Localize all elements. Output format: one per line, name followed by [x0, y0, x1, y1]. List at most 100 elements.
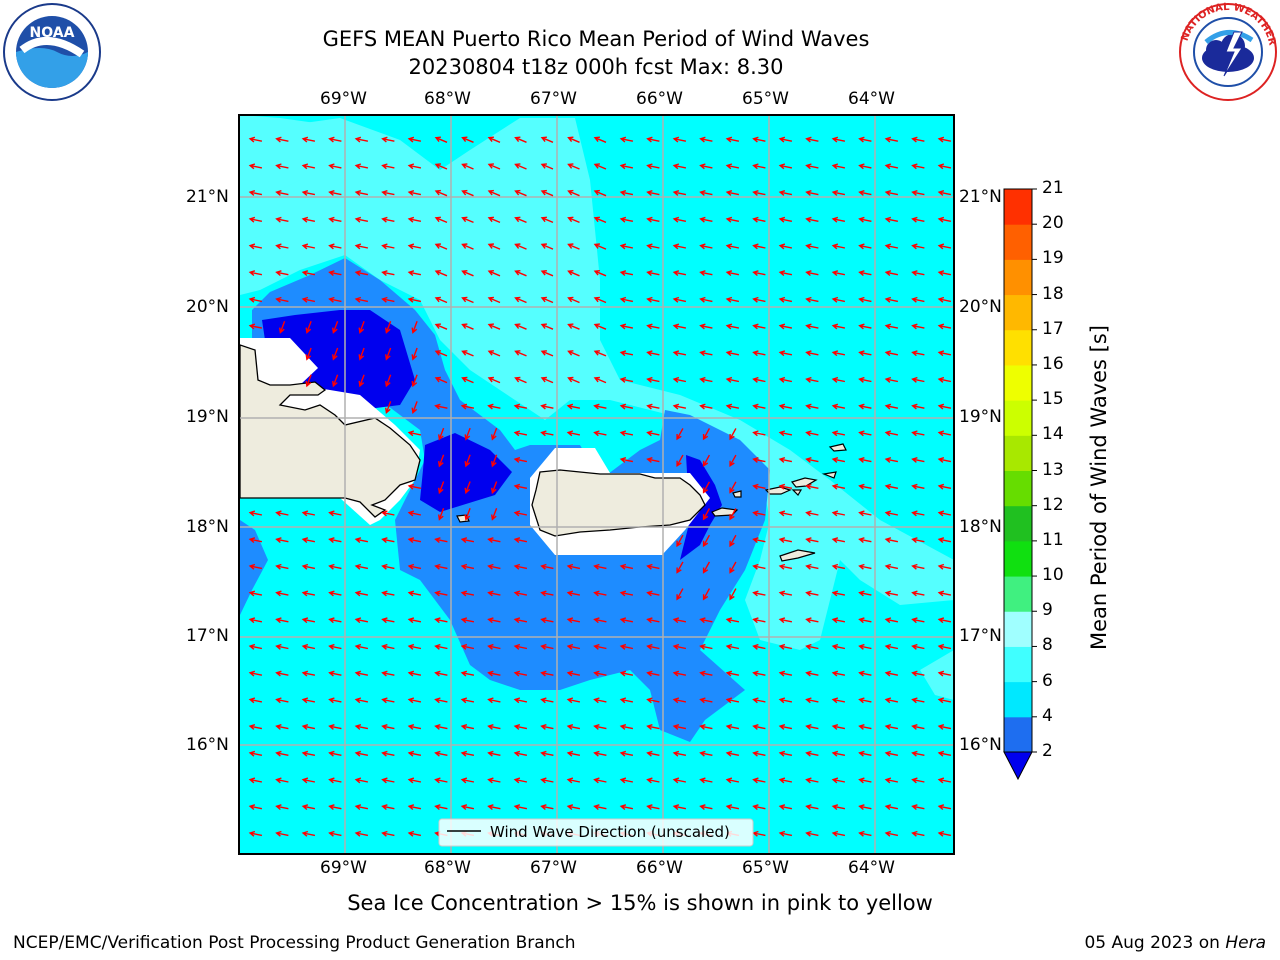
wind-wave-arrow: [438, 507, 445, 521]
wind-wave-arrow: [461, 296, 474, 304]
wind-wave-arrow: [275, 590, 289, 597]
wind-wave-arrow: [567, 243, 580, 250]
colorbar-segment: [1004, 189, 1032, 225]
wind-wave-arrow: [593, 296, 607, 304]
wind-wave-arrow: [248, 510, 263, 517]
wind-wave-arrow: [381, 243, 395, 250]
wind-wave-arrow: [248, 216, 263, 223]
wind-wave-arrow: [752, 216, 766, 223]
wind-wave-arrow: [725, 670, 740, 677]
wind-wave-arrow: [438, 454, 445, 468]
wind-wave-arrow: [566, 590, 581, 597]
wind-wave-arrow: [275, 510, 289, 517]
wind-wave-arrow: [328, 296, 342, 303]
wind-wave-arrow: [619, 376, 634, 383]
wind-wave-arrow: [805, 216, 819, 223]
wind-wave-arrow: [646, 136, 660, 143]
wind-wave-arrow: [831, 243, 846, 250]
wind-wave-arrow: [831, 323, 846, 330]
wind-wave-arrow: [407, 724, 422, 730]
wind-wave-arrow: [593, 376, 607, 384]
wind-wave-arrow: [540, 670, 554, 677]
wind-wave-arrow: [513, 510, 528, 517]
wind-wave-arrow: [778, 243, 793, 250]
wind-wave-arrow: [381, 163, 395, 170]
colorbar-tick-label: 10: [1042, 565, 1064, 586]
wind-wave-arrow: [275, 296, 289, 303]
wind-wave-arrow: [566, 804, 581, 811]
wind-wave-arrow: [699, 136, 713, 143]
wind-wave-arrow: [460, 750, 475, 757]
wind-wave-arrow: [646, 590, 660, 597]
wind-wave-arrow: [937, 510, 952, 517]
wind-wave-arrow: [407, 270, 422, 277]
wind-wave-arrow: [831, 430, 846, 437]
wind-wave-arrow: [567, 350, 580, 357]
wind-wave-arrow: [831, 296, 846, 303]
wind-wave-arrow: [778, 670, 793, 677]
wind-wave-arrow: [646, 697, 660, 704]
wind-wave-arrow: [354, 697, 369, 704]
wind-wave-arrow: [778, 590, 793, 597]
wind-wave-arrow: [407, 590, 422, 597]
wind-wave-arrow: [540, 617, 554, 624]
wind-wave-arrow: [805, 136, 819, 143]
wind-wave-arrow: [514, 296, 527, 304]
wind-wave-arrow: [434, 750, 448, 757]
lat-label-left-17n: 17°N: [186, 626, 229, 646]
wind-wave-arrow: [672, 643, 687, 650]
wind-wave-arrow: [805, 777, 819, 784]
lon-label-top-68w: 68°W: [424, 89, 471, 109]
wind-wave-arrow: [354, 830, 369, 837]
wind-wave-arrow: [461, 136, 474, 143]
wind-wave-arrow: [540, 750, 554, 757]
wind-wave-arrow: [354, 270, 369, 277]
wind-wave-arrow: [831, 136, 846, 143]
wind-wave-arrow: [434, 403, 448, 410]
wind-wave-arrow: [407, 670, 422, 677]
wind-wave-arrow: [328, 697, 342, 704]
colorbar: [1003, 188, 1037, 781]
wind-wave-arrow: [672, 724, 687, 730]
colorbar-segment: [1004, 470, 1032, 507]
wind-wave-arrow: [491, 454, 498, 468]
wind-wave-arrow: [540, 296, 554, 304]
wind-wave-arrow: [805, 643, 819, 650]
wind-wave-arrow: [328, 510, 342, 517]
wind-wave-arrow: [858, 510, 872, 517]
wind-wave-arrow: [328, 830, 342, 837]
wind-wave-arrow: [248, 617, 263, 624]
wind-wave-arrow: [593, 403, 607, 410]
colorbar-tick-label: 16: [1042, 353, 1064, 374]
wind-wave-arrow: [911, 590, 925, 597]
wind-wave-arrow: [301, 270, 316, 277]
wind-wave-arrow: [385, 374, 392, 388]
wind-wave-arrow: [491, 481, 498, 495]
wind-wave-arrow: [676, 588, 684, 601]
wind-wave-arrow: [248, 590, 263, 597]
wind-wave-arrow: [702, 454, 711, 467]
wind-wave-arrow: [699, 163, 713, 170]
wind-wave-arrow: [646, 350, 660, 357]
wind-wave-arrow: [487, 350, 501, 357]
wind-wave-arrow: [884, 350, 899, 357]
wind-wave-arrow: [884, 590, 899, 597]
wind-wave-arrow: [911, 750, 925, 757]
period-6-8-region-west: [250, 230, 290, 270]
wind-wave-arrow: [911, 537, 925, 544]
wind-wave-arrow: [778, 617, 793, 624]
colorbar-segment: [1004, 505, 1032, 542]
wind-wave-arrow: [752, 750, 766, 757]
wind-wave-arrow: [487, 163, 501, 170]
wind-wave-arrow: [646, 270, 660, 277]
wind-wave-arrow: [461, 189, 474, 197]
wind-wave-arrow: [858, 483, 872, 490]
noaa-logo: NOAA: [2, 2, 102, 102]
wind-wave-arrows: [248, 136, 952, 837]
wind-wave-arrow: [407, 563, 422, 570]
wind-wave-arrow: [275, 163, 289, 170]
wind-wave-arrow: [778, 270, 793, 277]
wind-wave-arrow: [566, 563, 581, 570]
wind-wave-arrow: [461, 270, 474, 277]
wind-wave-arrow: [699, 697, 713, 704]
